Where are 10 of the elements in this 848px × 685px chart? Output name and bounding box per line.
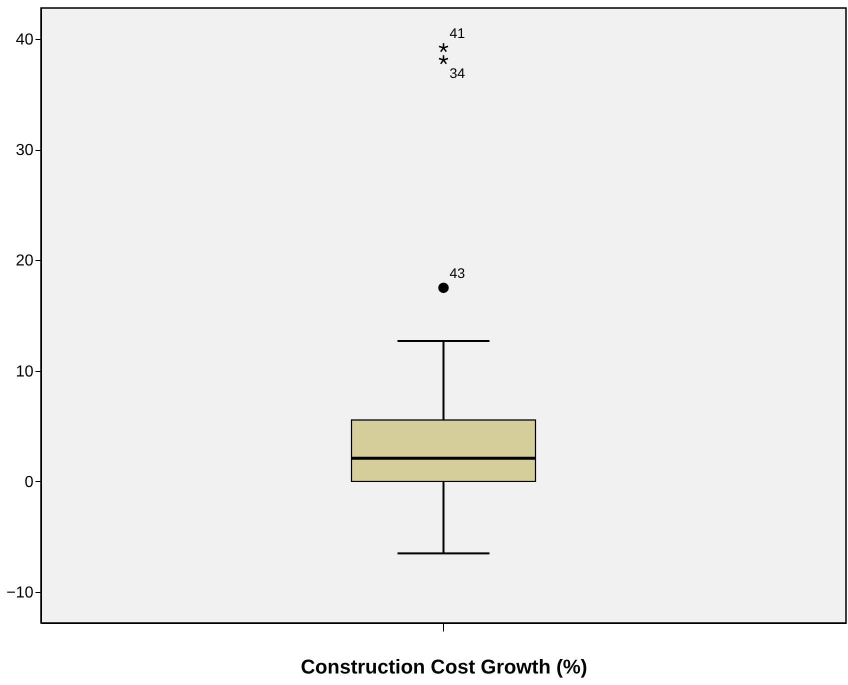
x-axis-title: Construction Cost Growth (%) xyxy=(300,656,588,678)
y-tick-label: 10 xyxy=(16,363,34,380)
y-tick-label: 20 xyxy=(16,252,34,270)
annotation: 34 xyxy=(450,64,466,81)
y-tick-label: 40 xyxy=(16,31,34,48)
annotation: 43 xyxy=(450,264,466,281)
y-tick-label: 30 xyxy=(16,142,34,160)
y-tick-label: 0 xyxy=(24,474,34,491)
annotation: 41 xyxy=(450,24,466,41)
y-tick-label: −10 xyxy=(6,584,34,602)
